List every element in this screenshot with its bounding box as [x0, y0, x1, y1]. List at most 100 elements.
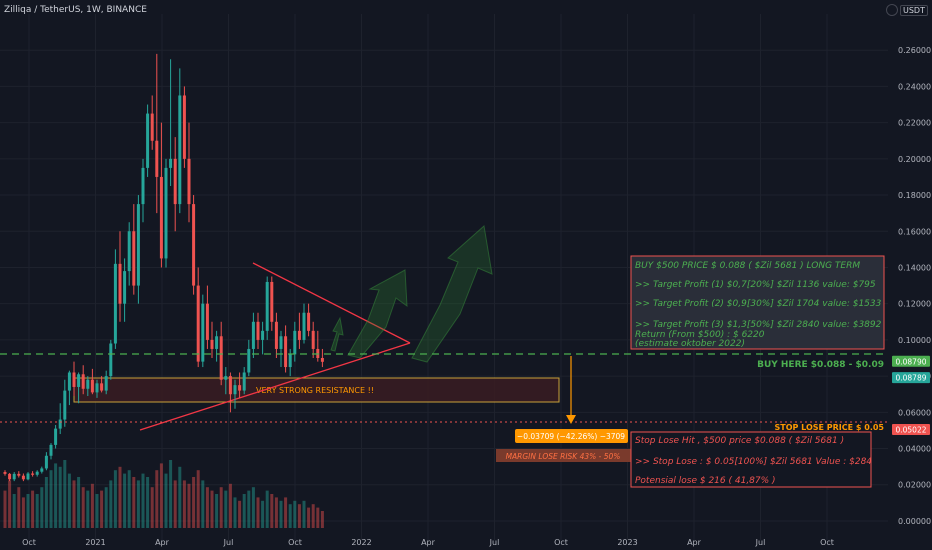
volume-bar [123, 473, 127, 528]
volume-bar [297, 504, 301, 528]
volume-bar [40, 487, 44, 528]
target-box[interactable]: BUY $500 PRICE $ 0.088 ( $Zil 5681 ) LON… [630, 255, 885, 350]
candle [72, 361, 76, 397]
candle [40, 466, 44, 474]
candle [12, 472, 16, 482]
volume-bar [35, 494, 39, 528]
price-tick-label: 0.14000 [898, 263, 931, 272]
time-tick-label: Oct [22, 538, 36, 547]
candle [238, 372, 242, 398]
candle [104, 370, 108, 395]
volume-bar [320, 511, 324, 528]
price-tag: 0.08789 [892, 372, 930, 384]
candle [90, 368, 94, 395]
currency-button[interactable]: USDT [900, 5, 928, 16]
candle [169, 59, 173, 186]
candle [146, 104, 150, 177]
volume-bar [247, 490, 251, 528]
volume-bar [86, 490, 90, 528]
volume-bar [54, 463, 58, 528]
candle [178, 68, 182, 214]
price-axis-bg [888, 0, 932, 550]
candle [233, 379, 237, 409]
candle [307, 303, 311, 337]
volume-bar [58, 466, 62, 528]
candle [316, 330, 320, 362]
price-tick-label: 0.02000 [898, 481, 931, 490]
volume-bar [205, 487, 209, 528]
price-tick-label: 0.22000 [898, 119, 931, 128]
buy-line-label: BUY HERE $0.088 - $0.09 [757, 360, 884, 370]
stop-loss-line-3: Potensial lose $ 216 ( 41,87% ) [635, 476, 776, 486]
time-tick-label: Oct [820, 538, 834, 547]
volume-bar [100, 490, 104, 528]
candle [31, 471, 35, 477]
volume-bar [215, 494, 219, 528]
volume-bar [21, 497, 25, 528]
time-tick-label: 2021 [85, 538, 105, 547]
candle [173, 137, 177, 232]
volume-bar [49, 470, 53, 528]
candle [242, 367, 246, 395]
price-tag: 0.05022 [892, 424, 930, 436]
candle [100, 376, 104, 393]
time-tick-label: Oct [288, 538, 302, 547]
candle [247, 339, 251, 377]
volume-bar [270, 494, 274, 528]
time-tick-label: Oct [554, 538, 568, 547]
stop-line-label: STOP LOSE PRICE $ 0.05 [774, 423, 884, 432]
candle [95, 379, 99, 398]
time-tick-label: Apr [421, 538, 436, 547]
volume-bar [233, 497, 237, 528]
volume-bar [90, 483, 94, 528]
stop-loss-box[interactable]: Stop Lose Hit , $500 price $0.088 ( $Zil… [630, 431, 872, 488]
volume-bar [17, 487, 21, 528]
volume-bar [279, 500, 283, 528]
measure-arrowhead [566, 415, 576, 424]
volume-bar [118, 466, 122, 528]
target-profit-1: >> Target Profit (1) $0,7[20%] $Zil 1136… [635, 280, 876, 290]
volume-bar [31, 490, 35, 528]
volume-bar [201, 480, 205, 528]
target-profit-3: >> Target Profit (3) $1,3[50%] $Zil 2840… [635, 320, 882, 330]
svg-text:0.08790: 0.08790 [895, 357, 926, 366]
candle [141, 158, 145, 223]
time-tick-label: Jul [223, 538, 234, 547]
settings-icon[interactable] [886, 4, 898, 16]
time-tick-label: 2023 [617, 538, 637, 547]
candle [49, 443, 53, 460]
candle [215, 330, 219, 362]
time-axis[interactable]: Oct 2021 Apr Jul Oct 2022 Apr Jul Oct 2023 Apr Jul O… [22, 538, 834, 547]
candle [113, 249, 117, 349]
candle [297, 312, 301, 349]
candle [311, 321, 315, 358]
candle [54, 424, 58, 449]
time-tick-label: Apr [687, 538, 702, 547]
volume-bar [127, 470, 131, 528]
candle [86, 376, 90, 397]
candle [187, 122, 191, 223]
price-tag: 0.08790 [892, 355, 930, 367]
volume-bar [12, 494, 16, 528]
price-tick-label: 0.12000 [898, 300, 931, 309]
volume-bar [113, 470, 117, 528]
candle [3, 470, 7, 476]
measure-label-box[interactable] [515, 429, 628, 443]
volume-bar [155, 470, 159, 528]
volume-bar [136, 480, 140, 528]
candle [17, 471, 21, 478]
candle [77, 372, 81, 404]
margin-risk-box[interactable] [496, 449, 631, 462]
candle [136, 195, 140, 304]
volume-bar [293, 500, 297, 528]
candle [302, 303, 306, 344]
candle [58, 403, 62, 435]
candle [81, 365, 85, 395]
volume-bar [238, 500, 242, 528]
volume-bar [3, 490, 7, 528]
volume-bar [307, 507, 311, 528]
resistance-label: VERY STRONG RESISTANCE !! [256, 386, 374, 395]
time-tick-label: 2022 [351, 538, 371, 547]
candle [265, 276, 269, 340]
